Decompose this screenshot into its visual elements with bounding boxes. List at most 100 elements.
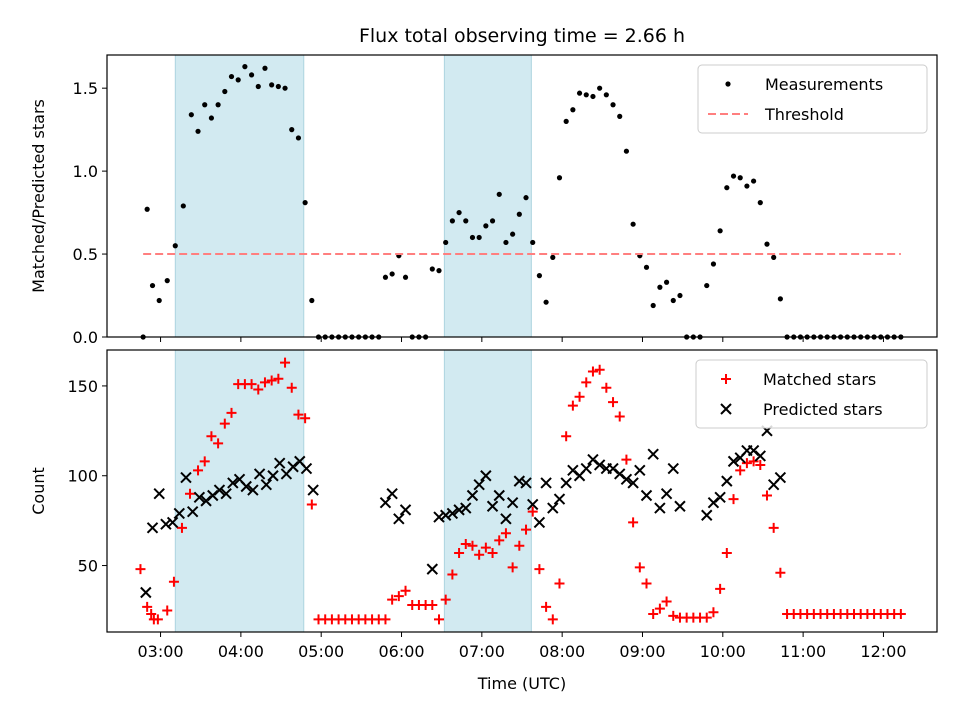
measurement-point bbox=[269, 82, 275, 88]
measurement-point bbox=[156, 297, 162, 304]
x-tick-label: 08:00 bbox=[539, 642, 585, 661]
measurement-point bbox=[603, 92, 609, 98]
measurement-point bbox=[744, 183, 750, 189]
predicted-star-point bbox=[533, 516, 546, 529]
predicted-star-point bbox=[426, 563, 439, 575]
matched-star-point bbox=[135, 564, 146, 575]
matched-star-point bbox=[226, 407, 237, 418]
matched-star-point bbox=[735, 465, 746, 476]
matched-star-point bbox=[286, 382, 297, 393]
predicted-star-point bbox=[247, 484, 259, 496]
x-tick-label: 05:00 bbox=[298, 642, 344, 661]
measurement-point bbox=[670, 297, 676, 304]
matched-star-point bbox=[206, 431, 217, 442]
predicted-star-point bbox=[520, 477, 532, 489]
matched-star-point bbox=[168, 576, 179, 587]
matched-star-point bbox=[467, 540, 478, 551]
matched-star-point bbox=[654, 603, 665, 614]
matched-star-point bbox=[185, 488, 195, 499]
measurement-point bbox=[469, 234, 476, 241]
predicted-star-point bbox=[433, 511, 445, 523]
measurement-point bbox=[302, 200, 308, 206]
measurement-point bbox=[523, 195, 529, 201]
measurement-point bbox=[289, 127, 295, 133]
y-tick-label: 50 bbox=[78, 557, 98, 576]
matched-star-point bbox=[434, 614, 444, 625]
matched-star-point bbox=[380, 614, 391, 625]
shaded-interval bbox=[174, 349, 305, 633]
predicted-star-point bbox=[253, 468, 266, 480]
shaded-interval bbox=[443, 54, 532, 338]
matched-star-point bbox=[480, 542, 491, 553]
predicted-star-point bbox=[486, 500, 499, 512]
predicted-star-point bbox=[146, 522, 159, 534]
predicted-star-point bbox=[140, 586, 152, 599]
predicted-star-point bbox=[500, 513, 512, 525]
matched-star-point bbox=[608, 397, 619, 408]
measurement-point bbox=[677, 292, 683, 299]
measurement-point bbox=[180, 203, 186, 209]
predicted-star-point bbox=[240, 480, 252, 493]
y-tick-label: 150 bbox=[67, 377, 98, 396]
predicted-star-point bbox=[193, 491, 206, 503]
measurement-point bbox=[188, 112, 194, 118]
matched-star-point bbox=[775, 567, 786, 578]
predicted-star-point bbox=[453, 504, 465, 516]
predicted-star-point bbox=[273, 457, 286, 469]
matched-star-point bbox=[567, 400, 578, 411]
predicted-star-point bbox=[667, 462, 679, 475]
measurement-point bbox=[295, 135, 302, 141]
predicted-star-point bbox=[153, 487, 165, 500]
predicted-star-point bbox=[393, 513, 405, 525]
matched-star-point bbox=[193, 465, 204, 476]
measurement-point bbox=[202, 102, 208, 108]
measurement-point bbox=[630, 221, 636, 227]
predicted-star-point bbox=[466, 489, 479, 502]
matched-star-point bbox=[199, 456, 210, 467]
predicted-star-point bbox=[553, 493, 566, 505]
x-tick-label: 10:00 bbox=[700, 642, 746, 661]
matched-star-point bbox=[514, 540, 525, 551]
measurement-point bbox=[309, 297, 315, 304]
predicted-star-point bbox=[593, 459, 606, 471]
matched-star-point bbox=[527, 506, 538, 517]
matched-star-point bbox=[266, 375, 277, 386]
measurement-point bbox=[530, 239, 536, 246]
measurement-point bbox=[436, 268, 442, 274]
measurement-point bbox=[235, 77, 241, 83]
y-axis-label: Matched/Predicted stars bbox=[29, 99, 48, 293]
predicted-star-point bbox=[640, 489, 653, 502]
matched-star-point bbox=[507, 562, 518, 573]
measurement-point bbox=[172, 243, 178, 249]
predicted-star-point bbox=[774, 471, 787, 484]
y-tick-label: 100 bbox=[67, 467, 98, 486]
legend-entry-label: Threshold bbox=[764, 105, 844, 124]
measurement-point bbox=[389, 271, 395, 277]
matched-star-point bbox=[741, 458, 752, 469]
measurement-point bbox=[536, 273, 543, 279]
matched-star-point bbox=[176, 522, 187, 533]
chart-title: Flux total observing time = 2.66 h bbox=[359, 25, 685, 47]
matched-star-point bbox=[280, 357, 291, 368]
predicted-star-point bbox=[513, 475, 526, 487]
matched-star-point bbox=[246, 379, 257, 390]
predicted-star-point bbox=[714, 491, 726, 503]
measurement-point bbox=[195, 128, 201, 134]
legend-entry-label: Measurements bbox=[765, 75, 883, 94]
matched-star-point bbox=[487, 547, 498, 558]
measurement-point bbox=[543, 299, 549, 305]
predicted-star-point bbox=[220, 487, 232, 500]
matched-star-point bbox=[259, 377, 270, 388]
measurement-point bbox=[510, 231, 516, 237]
predicted-star-point bbox=[654, 502, 666, 514]
measurement-point bbox=[275, 83, 281, 90]
measurement-point bbox=[583, 92, 589, 98]
predicted-star-point bbox=[173, 507, 185, 520]
measurement-point bbox=[476, 234, 482, 241]
predicted-star-point bbox=[480, 470, 492, 482]
matched-star-point bbox=[293, 409, 304, 420]
measurement-point bbox=[663, 279, 670, 285]
measurement-point bbox=[215, 102, 221, 108]
shaded-interval bbox=[174, 54, 305, 338]
y-axis-label: Count bbox=[29, 467, 48, 515]
